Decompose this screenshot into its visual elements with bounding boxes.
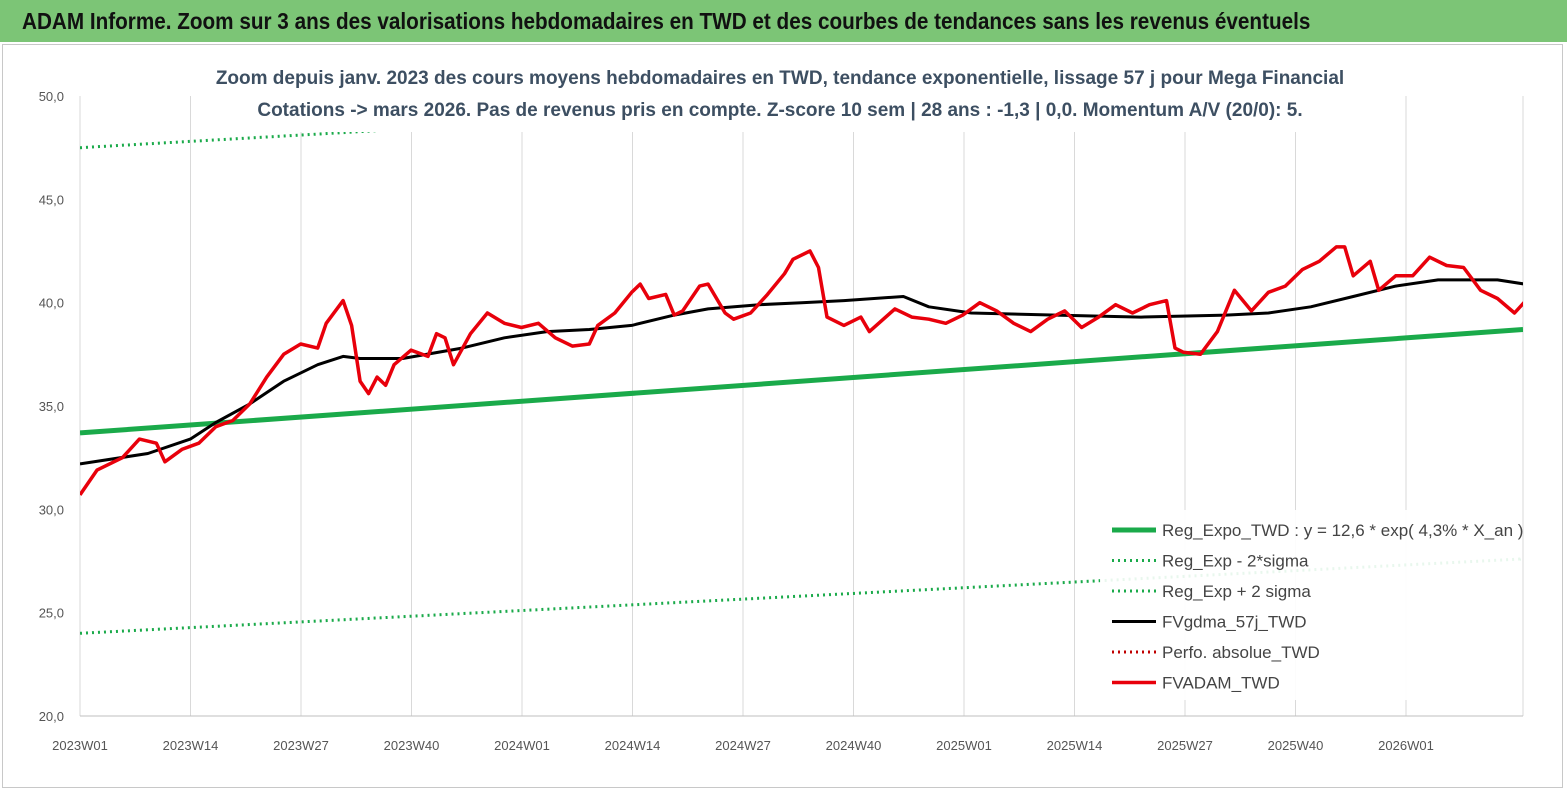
- title-backdrop: [258, 56, 1316, 132]
- x-tick-label: 2023W40: [384, 738, 440, 753]
- chart-frame: [2, 44, 1563, 788]
- chart-title-line2: Cotations -> mars 2026. Pas de revenus p…: [257, 100, 1302, 121]
- y-tick-label: 50,0: [39, 89, 64, 104]
- header-banner: ADAM Informe. Zoom sur 3 ans des valoris…: [0, 0, 1567, 42]
- y-tick-label: 20,0: [39, 709, 64, 724]
- x-tick-label: 2024W27: [715, 738, 771, 753]
- y-tick-label: 35,0: [39, 399, 64, 414]
- x-tick-label: 2023W27: [273, 738, 329, 753]
- legend-box: [1100, 510, 1520, 700]
- legend-label: Reg_Exp - 2*sigma: [1162, 552, 1309, 571]
- y-tick-label: 45,0: [39, 192, 64, 207]
- x-tick-label: 2025W40: [1268, 738, 1324, 753]
- x-tick-label: 2024W01: [494, 738, 550, 753]
- y-tick-label: 30,0: [39, 502, 64, 517]
- legend-label: Reg_Expo_TWD : y = 12,6 * exp( 4,3% * X_…: [1162, 521, 1523, 540]
- x-tick-label: 2025W14: [1047, 738, 1103, 753]
- series-line-fvgdma57jtwd: [80, 278, 1523, 466]
- x-tick-label: 2023W14: [163, 738, 219, 753]
- series-line-regexpotwd: [80, 327, 1523, 436]
- banner-title: ADAM Informe. Zoom sur 3 ans des valoris…: [22, 8, 1311, 34]
- x-tick-label: 2024W40: [826, 738, 882, 753]
- legend-label: FVgdma_57j_TWD: [1162, 613, 1307, 632]
- series-line-fvadamtwd: [80, 245, 1523, 496]
- legend-label: Reg_Exp + 2 sigma: [1162, 582, 1311, 601]
- legend-label: Perfo. absolue_TWD: [1162, 643, 1320, 662]
- axis-ticks: 2023W01 2023W14 2023W27 2023W40 2024W01 2024W…: [39, 89, 1434, 753]
- legend: Reg_Expo_TWD : y = 12,6 * exp( 4,3% * X_…: [1100, 510, 1523, 700]
- x-tick-label: 2024W14: [605, 738, 661, 753]
- x-tick-label: 2023W01: [52, 738, 108, 753]
- x-tick-label: 2025W01: [936, 738, 992, 753]
- x-tick-label: 2026W01: [1378, 738, 1434, 753]
- legend-label: FVADAM_TWD: [1162, 674, 1280, 693]
- series-layer: [80, 96, 1523, 635]
- series-line-regexp: [80, 96, 1009, 150]
- series-line-regexp: [80, 557, 1523, 635]
- y-tick-label: 40,0: [39, 296, 64, 311]
- x-tick-label: 2025W27: [1157, 738, 1213, 753]
- chart-title-line1: Zoom depuis janv. 2023 des cours moyens …: [216, 68, 1344, 89]
- y-tick-label: 25,0: [39, 606, 64, 621]
- gridlines: [79, 96, 1524, 717]
